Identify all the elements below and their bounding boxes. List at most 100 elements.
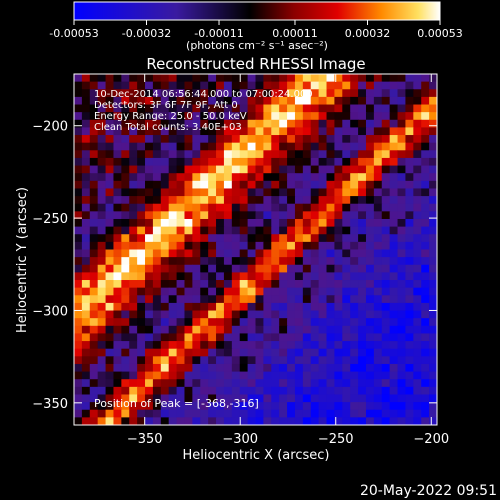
heatmap-cell	[326, 310, 336, 319]
heatmap-cell	[294, 394, 304, 403]
heatmap-cell	[294, 272, 304, 281]
heatmap-cell	[97, 119, 107, 129]
heatmap-cell	[421, 295, 430, 304]
heatmap-cell	[160, 257, 170, 266]
heatmap-cell	[342, 379, 351, 388]
heatmap-cell	[247, 96, 257, 106]
heatmap-cell	[97, 142, 107, 151]
heatmap-cell	[365, 280, 375, 289]
heatmap-cell	[208, 150, 217, 159]
heatmap-cell	[223, 371, 233, 380]
heatmap-cell	[326, 356, 336, 365]
colorbar-tick-label: 0.00011	[272, 27, 318, 40]
heatmap-cell	[381, 280, 391, 289]
heatmap-cell	[413, 142, 422, 151]
heatmap-cell	[310, 226, 320, 235]
heatmap-cell	[326, 295, 336, 304]
heatmap-cell	[200, 142, 209, 151]
heatmap-cell	[302, 280, 312, 289]
heatmap-cell	[287, 96, 296, 106]
x-axis: −350 −300 −250 −200	[127, 74, 449, 447]
heatmap-cell	[405, 180, 414, 190]
heatmap-cell	[365, 188, 375, 197]
heatmap-cell	[271, 188, 280, 197]
heatmap-cell	[310, 402, 320, 411]
heatmap-cell	[81, 348, 91, 357]
heatmap-cell	[389, 241, 399, 251]
heatmap-cell	[231, 81, 241, 90]
heatmap-cell	[397, 394, 407, 403]
heatmap-cell	[421, 386, 430, 396]
heatmap-cell	[208, 310, 217, 319]
heatmap-cell	[192, 402, 201, 411]
heatmap-cell	[255, 119, 264, 129]
heatmap-cell	[255, 226, 264, 235]
heatmap-cell	[429, 394, 437, 403]
heatmap-cell	[208, 417, 217, 425]
heatmap-cell	[294, 257, 304, 266]
heatmap-cell	[145, 318, 154, 327]
heatmap-cell	[318, 188, 328, 197]
heatmap-cell	[74, 272, 83, 281]
heatmap-cell	[310, 89, 320, 98]
heatmap-cell	[334, 218, 343, 228]
heatmap-cell	[429, 264, 437, 273]
heatmap-cell	[216, 333, 225, 342]
heatmap-cell	[310, 264, 320, 273]
heatmap-cell	[429, 188, 437, 197]
heatmap-cell	[97, 81, 107, 90]
heatmap-cell	[287, 371, 296, 380]
heatmap-cell	[81, 318, 91, 327]
heatmap-cell	[89, 188, 99, 197]
heatmap-cell	[192, 180, 201, 190]
heatmap-cell	[334, 280, 343, 289]
heatmap-cell	[413, 135, 422, 144]
heatmap-cell	[279, 371, 288, 380]
heatmap-cell	[365, 363, 375, 373]
heatmap-cell	[365, 325, 375, 335]
heatmap-cell	[413, 81, 422, 90]
heatmap-cell	[421, 417, 430, 425]
heatmap-cell	[326, 104, 336, 113]
heatmap-cell	[358, 226, 367, 235]
heatmap-cell	[302, 89, 312, 98]
heatmap-cell	[365, 135, 375, 144]
heatmap-cell	[239, 119, 249, 129]
heatmap-cell	[429, 112, 437, 121]
heatmap-cell	[279, 333, 288, 342]
heatmap-cell	[145, 188, 154, 197]
heatmap-cell	[413, 249, 422, 258]
heatmap-cell	[216, 196, 225, 205]
heatmap-cell	[152, 188, 162, 197]
heatmap-cell	[121, 417, 130, 425]
heatmap-cell	[168, 196, 178, 205]
heatmap-cell	[247, 249, 257, 258]
heatmap-cell	[200, 188, 209, 197]
heatmap-cell	[342, 386, 351, 396]
heatmap-cell	[271, 196, 280, 205]
heatmap-cell	[192, 234, 201, 243]
heatmap-cell	[129, 241, 138, 251]
heatmap-cell	[397, 356, 407, 365]
heatmap-cell	[192, 295, 201, 304]
heatmap-cell	[302, 386, 312, 396]
heatmap-cell	[223, 157, 233, 167]
heatmap-cell	[279, 81, 288, 90]
heatmap-cell	[279, 104, 288, 113]
heatmap-cell	[389, 409, 399, 418]
heatmap-cell	[358, 264, 367, 273]
heatmap-cell	[192, 165, 201, 174]
heatmap-cell	[105, 257, 115, 266]
heatmap-cell	[200, 318, 209, 327]
plot-frame	[73, 73, 438, 426]
heatmap-cell	[97, 104, 107, 113]
heatmap-cell	[176, 249, 186, 258]
heatmap-cell	[105, 234, 115, 243]
heatmap-cell	[74, 173, 83, 182]
heatmap-cell	[239, 257, 249, 266]
heatmap-cell	[405, 417, 414, 425]
heatmap-cell	[105, 96, 115, 106]
heatmap-cell	[271, 341, 280, 350]
heatmap-cell	[373, 218, 383, 228]
heatmap-cell	[247, 127, 257, 136]
